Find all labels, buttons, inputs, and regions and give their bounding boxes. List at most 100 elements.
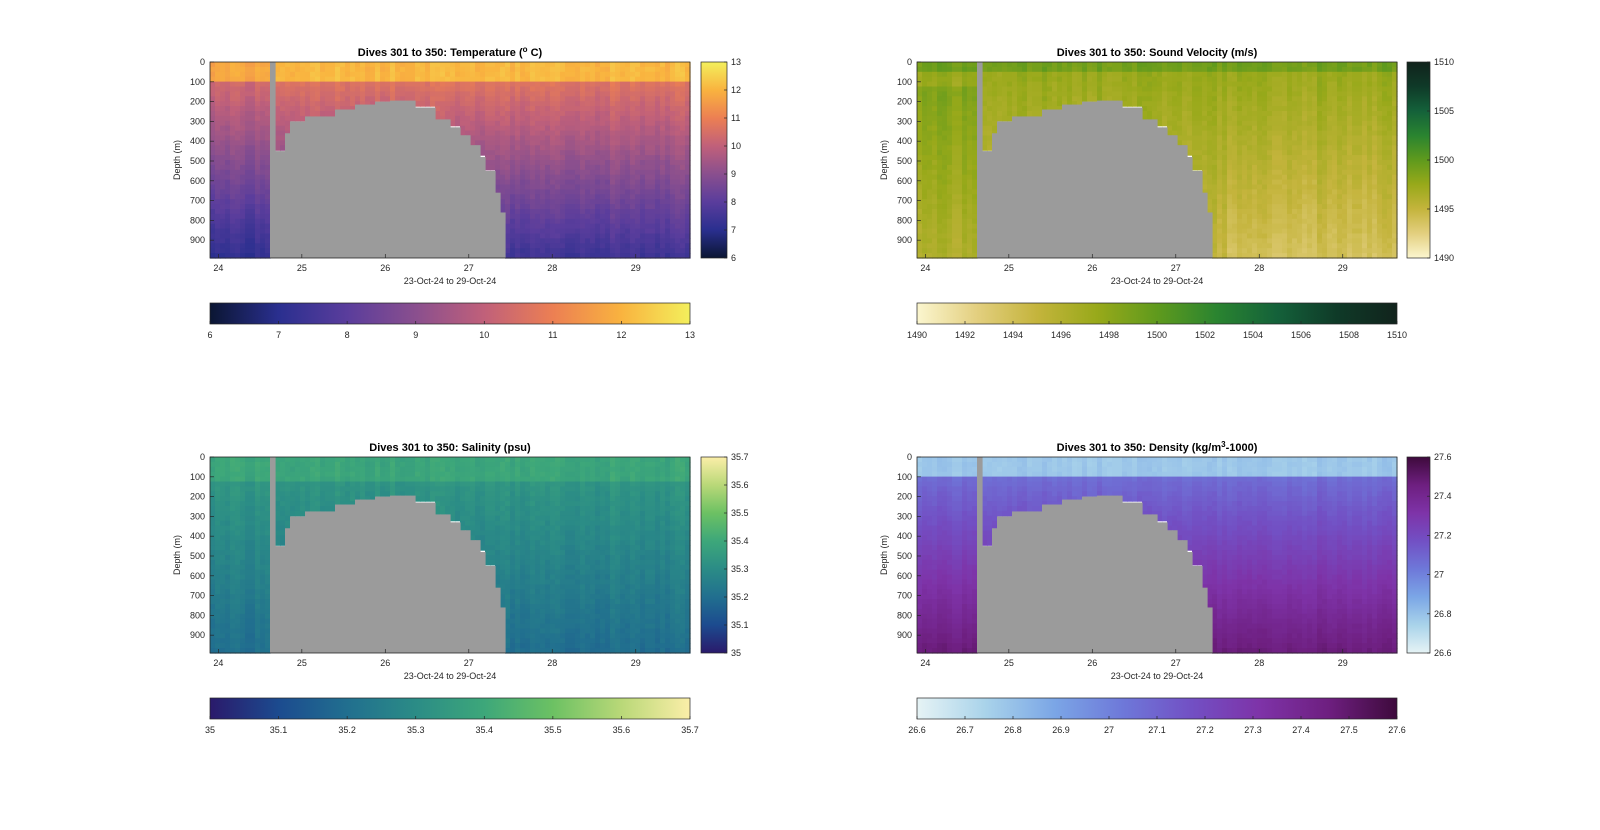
temperature-cell — [590, 223, 596, 230]
temperature-cell — [245, 150, 251, 156]
temperature-cell — [655, 179, 661, 186]
temperature-cell — [215, 140, 221, 146]
temperature-cell — [610, 189, 616, 195]
temperature-cell — [245, 62, 251, 68]
sound-velocity-cell — [1217, 101, 1223, 107]
temperature-cell — [225, 223, 231, 230]
temperature-cell — [345, 76, 351, 83]
sound-velocity-cell — [987, 106, 993, 112]
temperature-cell — [285, 62, 291, 68]
temperature-cell — [540, 248, 546, 254]
temperature-cell — [610, 233, 616, 239]
temperature-cell — [525, 228, 531, 235]
temperature-cell — [665, 253, 671, 259]
temperature-cell — [540, 218, 546, 225]
temperature-cell — [465, 96, 471, 102]
sound-velocity-cell — [942, 130, 948, 137]
temperature-cell — [460, 91, 466, 97]
sound-velocity-cell — [932, 71, 938, 78]
temperature-cell — [625, 145, 631, 151]
temperature-cell — [605, 169, 611, 176]
temperature-cell — [680, 135, 686, 141]
temperature-cell — [535, 91, 541, 97]
temperature-cell — [660, 160, 666, 166]
temperature-cell — [240, 125, 246, 132]
temperature-cell — [520, 125, 526, 132]
temperature-cell — [275, 62, 281, 68]
temperature-cell — [620, 71, 626, 78]
temperature-cell — [645, 204, 651, 210]
sound-velocity-cell — [1152, 86, 1158, 92]
temperature-cell — [285, 125, 291, 132]
temperature-cell — [475, 91, 481, 97]
temperature-cell — [255, 253, 261, 259]
temperature-cell — [620, 115, 626, 122]
sound-velocity-cell — [927, 189, 933, 195]
temperature-cell — [210, 169, 216, 176]
temperature-cell — [260, 228, 266, 235]
sound-velocity-cell — [962, 91, 968, 97]
temperature-cell — [665, 86, 671, 92]
sound-velocity-cell — [1242, 194, 1248, 200]
sound-velocity-cell — [1277, 66, 1283, 73]
temperature-cell — [520, 96, 526, 102]
temperature-cell — [655, 238, 661, 244]
temperature-cell — [530, 238, 536, 244]
temperature-cell — [520, 130, 526, 137]
sound-velocity-cell — [932, 155, 938, 161]
temperature-cell — [615, 248, 621, 254]
temperature-cell — [625, 174, 631, 181]
sound-velocity-cell — [952, 248, 958, 254]
sound-velocity-cell — [987, 125, 993, 132]
temperature-cell — [210, 130, 216, 137]
temperature-cell — [490, 91, 496, 97]
sound-velocity-cell — [1202, 155, 1208, 161]
sound-velocity-cell — [1342, 115, 1348, 122]
temperature-cell — [265, 238, 271, 244]
sound-velocity-cell — [1352, 130, 1358, 137]
sound-velocity-cell — [972, 91, 978, 97]
temperature-cell — [590, 164, 596, 171]
temperature-cell — [255, 155, 261, 161]
sound-velocity-cell — [937, 199, 943, 205]
temperature-cell — [495, 135, 501, 141]
sound-velocity-cell — [1262, 184, 1268, 190]
sound-velocity-cell — [972, 174, 978, 181]
temperature-cell — [680, 160, 686, 166]
sound-velocity-cell — [1337, 81, 1343, 88]
temperature-cell — [230, 62, 236, 68]
sound-velocity-cell — [1302, 115, 1308, 122]
sound-velocity-cell — [1327, 125, 1333, 132]
temperature-cell — [585, 130, 591, 137]
temperature-cell — [225, 76, 231, 83]
sound-velocity-cell — [917, 233, 923, 239]
sound-velocity-cell — [1007, 62, 1013, 68]
sound-velocity-cell — [1297, 209, 1303, 215]
sound-velocity-cell — [1172, 76, 1178, 83]
temperature-cell — [425, 91, 431, 97]
sound-velocity-cell — [1242, 184, 1248, 190]
temperature-cell — [285, 106, 291, 112]
sound-velocity-cell — [1132, 81, 1138, 88]
temperature-cell — [570, 76, 576, 83]
sound-velocity-cell — [1217, 71, 1223, 78]
temperature-cell — [580, 135, 586, 141]
temperature-cell — [655, 150, 661, 156]
temperature-cell — [250, 189, 256, 195]
temperature-cell — [515, 248, 521, 254]
sound-velocity-cell — [1227, 76, 1233, 83]
temperature-cell — [495, 189, 501, 195]
sound-velocity-cell — [1237, 174, 1243, 181]
temperature-cell — [555, 140, 561, 146]
sound-velocity-cell — [952, 96, 958, 102]
sound-velocity-cell — [957, 228, 963, 235]
temperature-cell — [550, 91, 556, 97]
temperature-land-column — [360, 104, 366, 258]
temperature-cell — [670, 164, 676, 171]
temperature-cell — [515, 213, 521, 220]
temperature-cell — [565, 243, 571, 249]
temperature-cell — [610, 145, 616, 151]
temperature-cell — [625, 140, 631, 146]
sound-velocity-cell — [1262, 135, 1268, 141]
temperature-cell — [420, 71, 426, 78]
